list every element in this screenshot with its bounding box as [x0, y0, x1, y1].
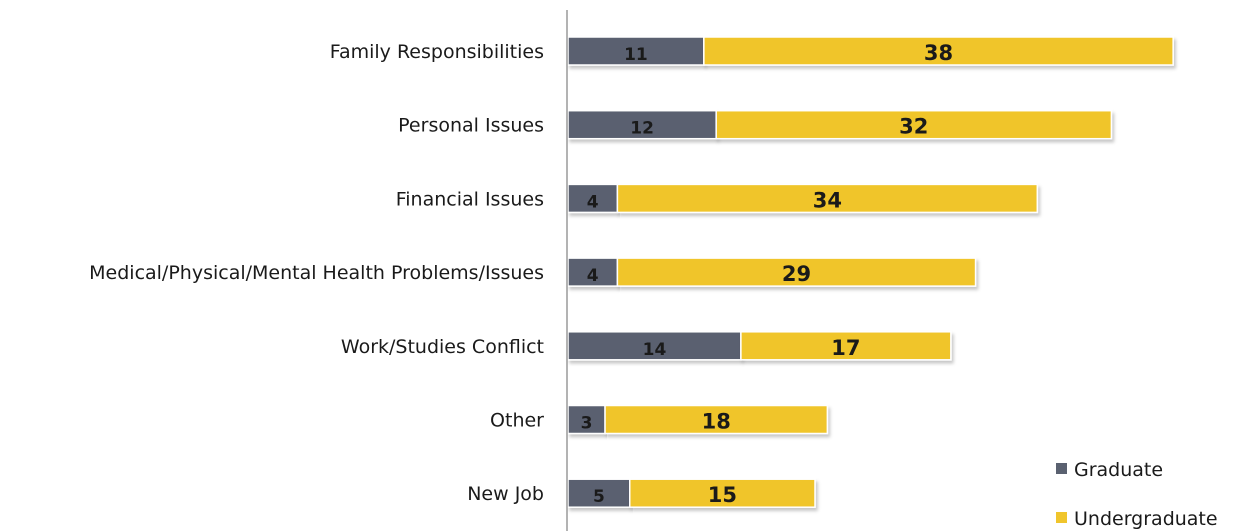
legend-label-graduate: Graduate: [1074, 459, 1163, 481]
value-label-undergraduate-other: 18: [702, 410, 731, 434]
legend-item-graduate: Graduate: [1056, 459, 1163, 481]
bar-undergraduate-medical-physical-mental-health-problems-issues: [616, 257, 977, 287]
bar-graduate-personal-issues: [567, 109, 717, 140]
bar-undergraduate-other: [604, 404, 829, 435]
bar-undergraduate-family-responsibilities: [703, 36, 1174, 66]
bar-graduate-new-job: [567, 478, 631, 508]
value-label-undergraduate-family-responsibilities: 38: [924, 41, 953, 65]
value-label-graduate-medical-physical-mental-health-problems-issues: 4: [587, 266, 599, 286]
value-label-graduate-work-studies-conflict: 14: [643, 340, 667, 360]
value-label-graduate-other: 3: [581, 414, 593, 434]
category-label-other: Other: [490, 410, 544, 432]
category-labels: Family Responsibilities Personal Issues Fi…: [89, 41, 544, 505]
bar-graduate-family-responsibilities: [567, 36, 705, 66]
bar-graduate-medical-physical-mental-health-problems-issues: [567, 257, 619, 287]
legend: Graduate Undergraduate: [1056, 459, 1218, 530]
bar-graduate-work-studies-conflict: [567, 331, 742, 361]
bar-undergraduate-financial-issues: [616, 183, 1039, 214]
bar-undergraduate-personal-issues: [715, 109, 1113, 140]
value-label-undergraduate-medical-physical-mental-health-problems-issues: 29: [782, 262, 811, 286]
category-label-work-studies-conflict: Work/Studies Conflict: [341, 336, 544, 358]
value-label-undergraduate-financial-issues: 34: [813, 188, 842, 212]
category-label-financial-issues: Financial Issues: [396, 188, 544, 210]
category-label-medical-physical-mental-health-problems-issues: Medical/Physical/Mental Health Problems/…: [89, 262, 544, 284]
value-label-undergraduate-new-job: 15: [708, 483, 737, 507]
value-label-undergraduate-work-studies-conflict: 17: [831, 336, 860, 360]
legend-swatch-undergraduate: [1056, 512, 1067, 523]
legend-swatch-graduate: [1056, 463, 1067, 474]
category-label-family-responsibilities: Family Responsibilities: [330, 41, 544, 63]
bars-layer: [567, 36, 1174, 508]
value-labels: 11 38 12 32 4 34 4 29 14 17 3 18 5 15: [581, 41, 954, 507]
value-label-undergraduate-personal-issues: 32: [899, 115, 928, 139]
bar-graduate-financial-issues: [567, 183, 619, 214]
value-label-graduate-new-job: 5: [593, 487, 605, 507]
value-label-graduate-personal-issues: 12: [630, 119, 654, 139]
bar-undergraduate-new-job: [629, 478, 816, 508]
bar-undergraduate-work-studies-conflict: [740, 331, 952, 361]
value-label-graduate-family-responsibilities: 11: [624, 45, 648, 65]
category-label-personal-issues: Personal Issues: [398, 115, 544, 137]
legend-label-undergraduate: Undergraduate: [1074, 508, 1218, 530]
value-label-graduate-financial-issues: 4: [587, 192, 599, 212]
category-label-new-job: New Job: [467, 483, 544, 505]
legend-item-undergraduate: Undergraduate: [1056, 508, 1218, 530]
